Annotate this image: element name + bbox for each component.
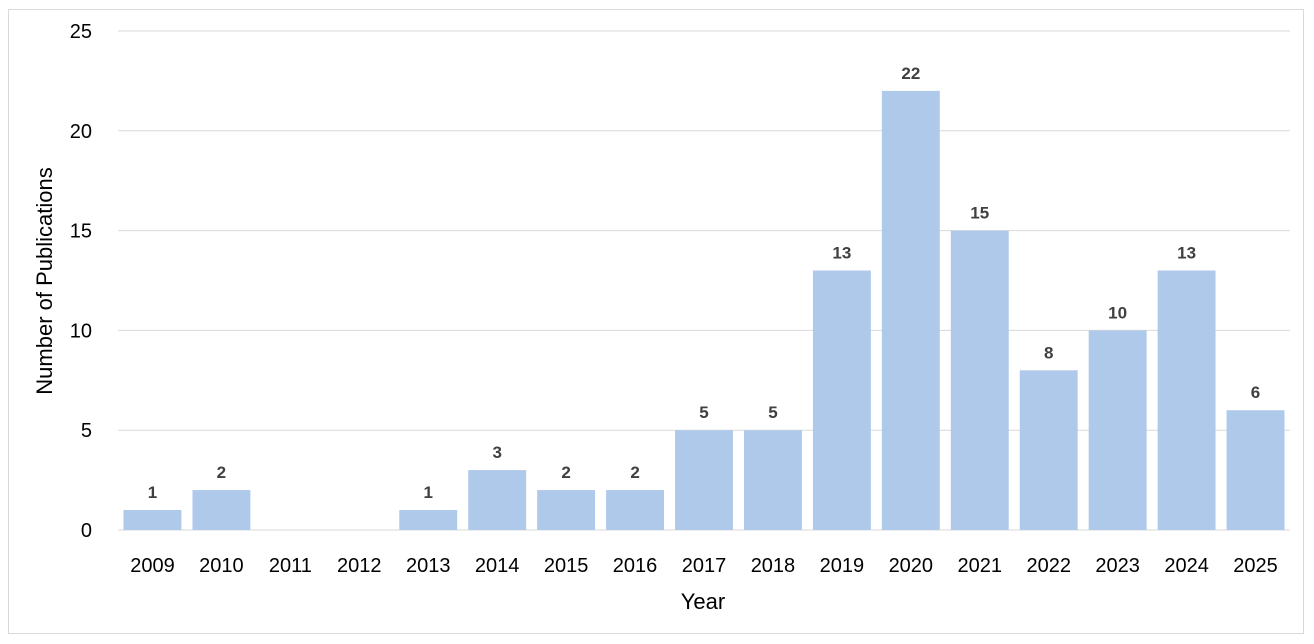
x-tick-label: 2009 xyxy=(130,555,175,577)
data-label-2023: 10 xyxy=(1108,303,1127,322)
y-tick-label: 25 xyxy=(70,21,92,43)
data-label-2015: 2 xyxy=(561,463,570,482)
bar-2016 xyxy=(606,490,665,530)
data-label-2014: 3 xyxy=(492,443,501,462)
bars xyxy=(123,90,1285,530)
x-tick-label: 2021 xyxy=(958,555,1003,577)
y-tick-label: 15 xyxy=(70,221,92,243)
bar-2018 xyxy=(743,430,802,530)
x-axis-title: Year xyxy=(681,589,725,614)
bar-2022 xyxy=(1019,370,1078,530)
bar-2024 xyxy=(1157,270,1216,530)
x-tick-label: 2010 xyxy=(199,555,244,577)
y-tick-label: 20 xyxy=(70,121,92,143)
y-tick-label: 0 xyxy=(81,520,92,542)
bar-2023 xyxy=(1088,330,1147,530)
data-label-2025: 6 xyxy=(1251,383,1260,402)
x-tick-label: 2015 xyxy=(544,555,589,577)
data-label-2019: 13 xyxy=(832,244,851,263)
data-label-2018: 5 xyxy=(768,403,777,422)
bar-2015 xyxy=(537,490,596,530)
y-tick-label: 10 xyxy=(70,320,92,342)
x-tick-label: 2012 xyxy=(337,555,382,577)
x-tick-label: 2018 xyxy=(751,555,796,577)
y-axis-title: Number of Publications xyxy=(32,167,57,394)
bar-2009 xyxy=(123,510,182,530)
x-tick-label: 2025 xyxy=(1233,555,1278,577)
x-tick-label: 2019 xyxy=(820,555,865,577)
data-label-2022: 8 xyxy=(1044,343,1053,362)
y-axis-ticks: 0 5 10 15 20 25 xyxy=(70,21,92,542)
data-label-2009: 1 xyxy=(148,483,157,502)
bar-2017 xyxy=(675,430,733,530)
data-label-2016: 2 xyxy=(630,463,639,482)
x-tick-label: 2014 xyxy=(475,555,520,577)
data-label-2013: 1 xyxy=(424,483,433,502)
bar-2014 xyxy=(468,470,527,530)
x-tick-label: 2023 xyxy=(1095,555,1140,577)
data-label-2017: 5 xyxy=(699,403,708,422)
bar-2013 xyxy=(399,510,458,530)
x-tick-label: 2024 xyxy=(1164,555,1209,577)
x-tick-label: 2016 xyxy=(613,555,658,577)
x-tick-label: 2022 xyxy=(1026,555,1071,577)
bar-2019 xyxy=(812,270,871,530)
data-label-2021: 15 xyxy=(970,204,989,223)
x-tick-label: 2013 xyxy=(406,555,451,577)
bar-2021 xyxy=(950,230,1009,530)
data-label-2010: 2 xyxy=(217,463,226,482)
x-axis-ticks: 2009 2010 2011 2012 2013 2014 2015 2016 2017 2018… xyxy=(130,555,1278,577)
x-tick-label: 2017 xyxy=(682,555,727,577)
data-label-2020: 22 xyxy=(901,64,920,83)
data-label-2024: 13 xyxy=(1177,244,1196,263)
bar-2010 xyxy=(192,490,251,530)
bar-2020 xyxy=(881,90,940,530)
y-tick-label: 5 xyxy=(81,420,92,442)
x-tick-label: 2020 xyxy=(889,555,934,577)
bar-2025 xyxy=(1226,410,1285,530)
x-tick-label: 2011 xyxy=(269,555,312,577)
